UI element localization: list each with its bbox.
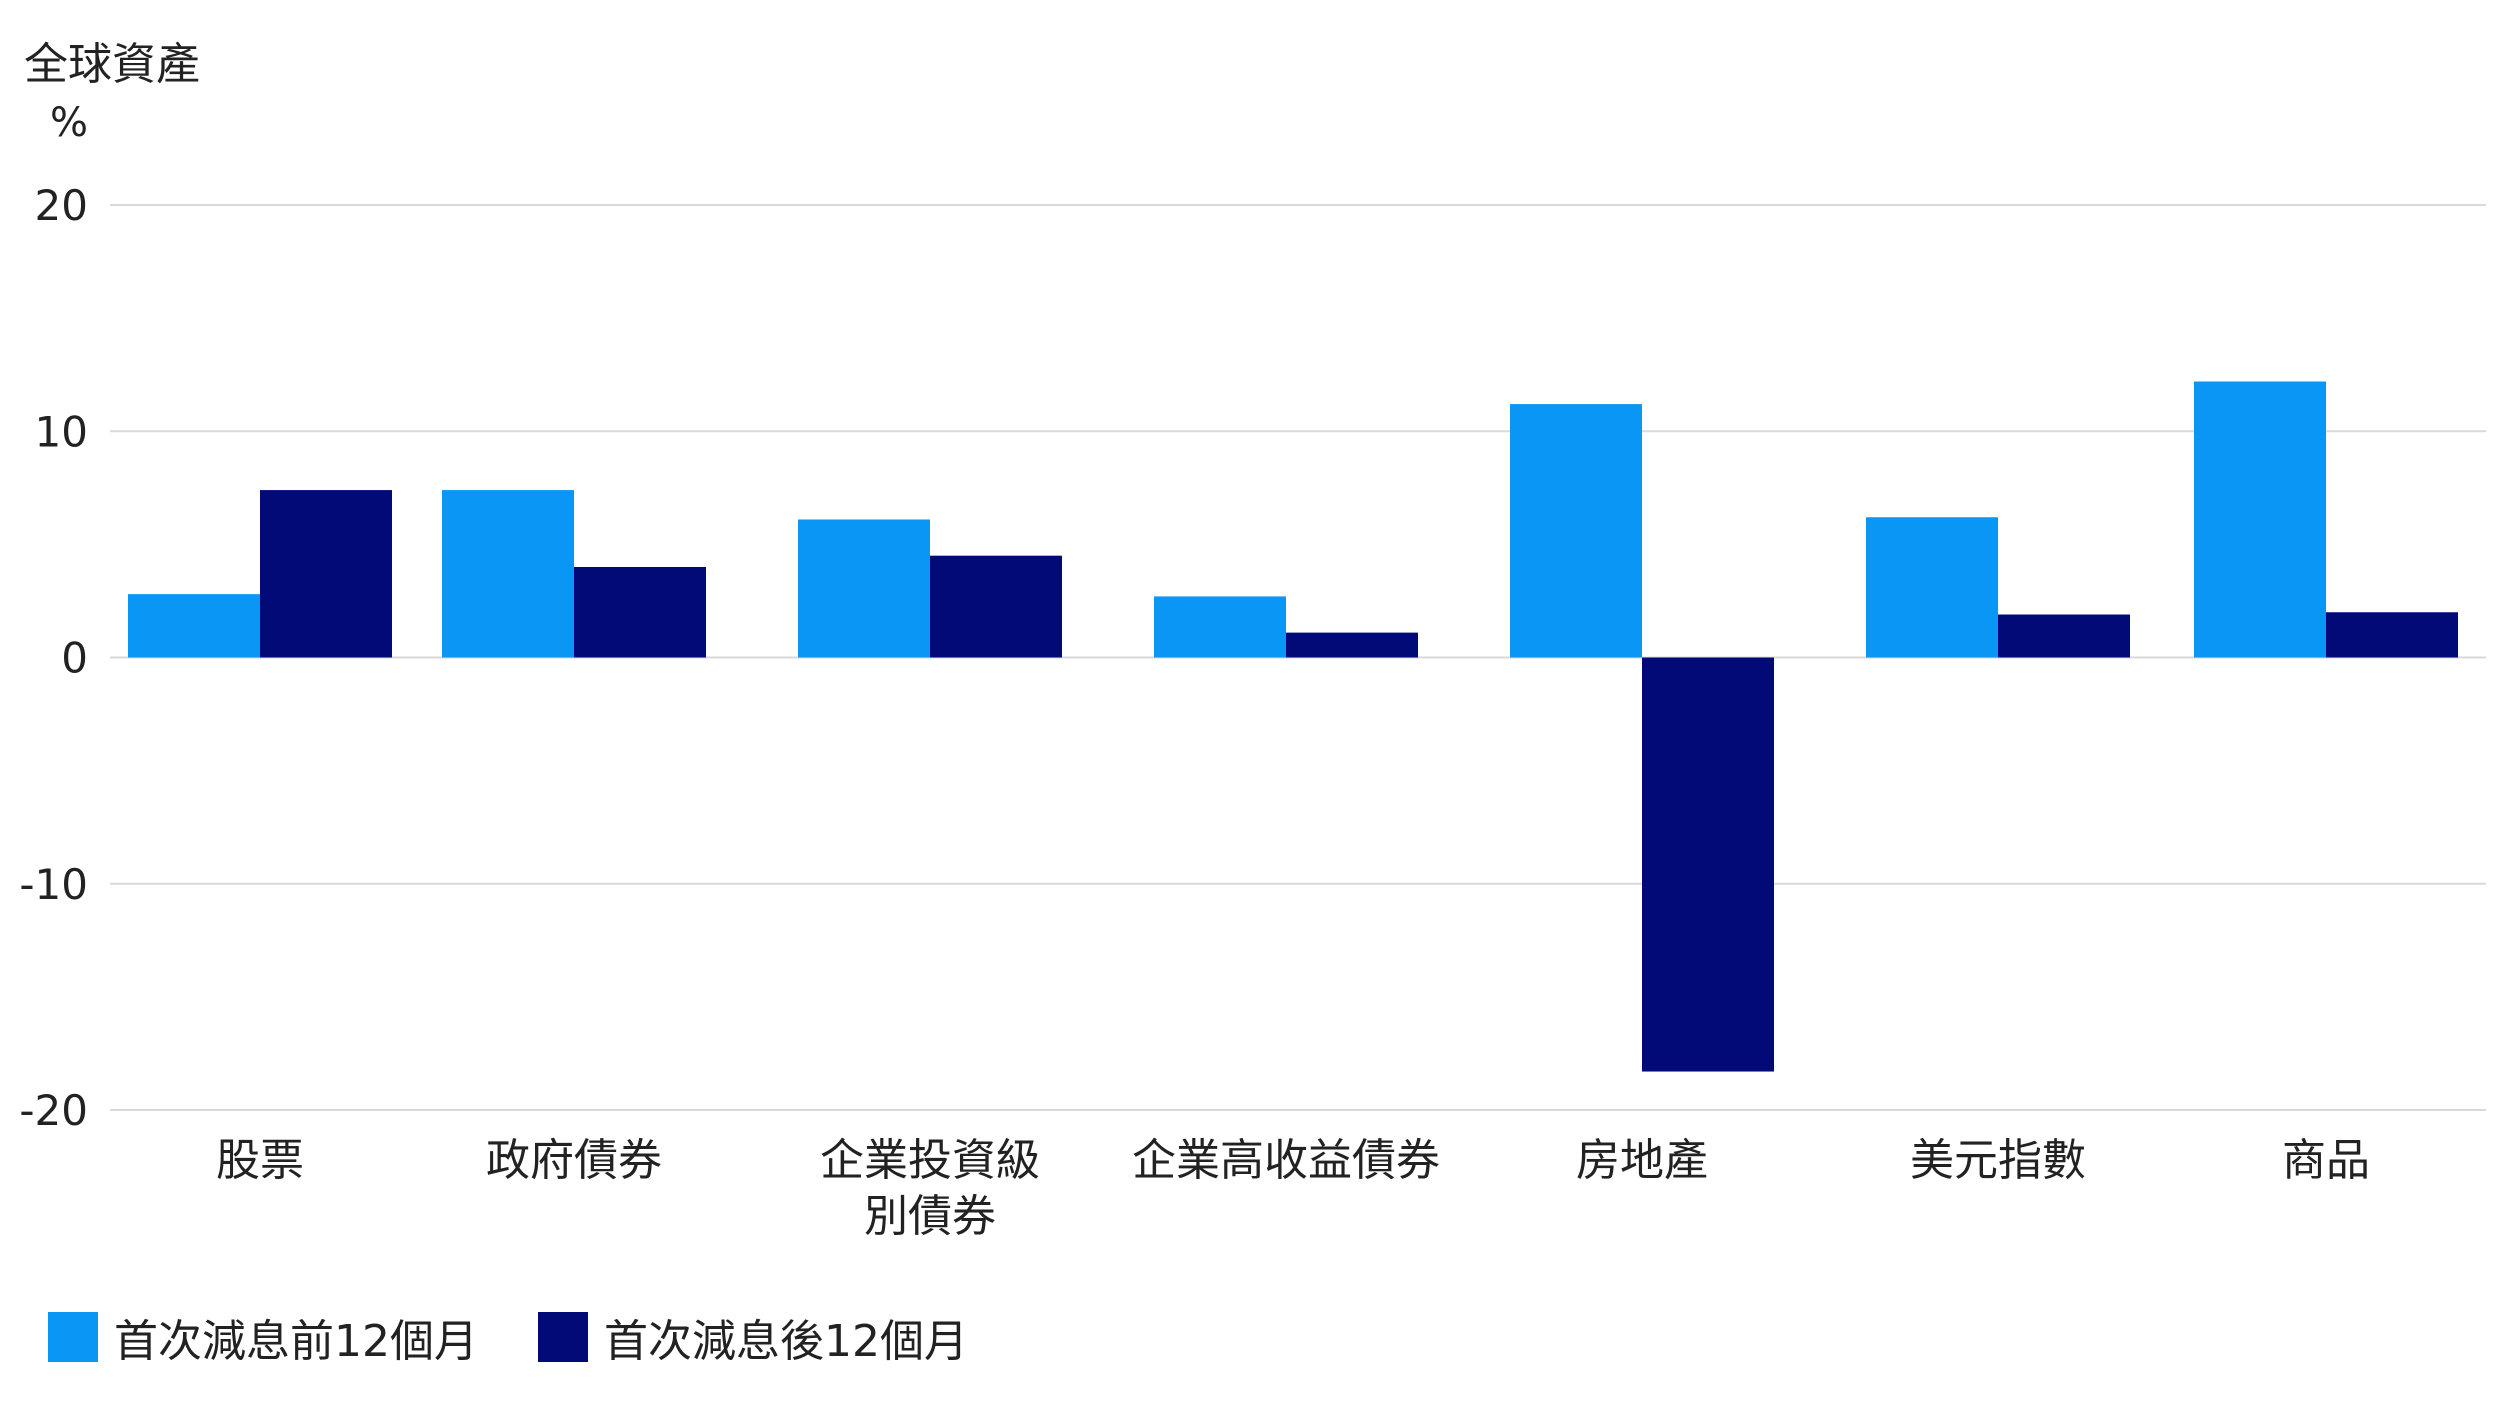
bar-after-0	[260, 490, 392, 658]
legend-swatch-before	[48, 1312, 98, 1362]
legend-item-after: 首次減息後12個月	[538, 1305, 968, 1369]
legend-swatch-after	[538, 1312, 588, 1362]
bars	[128, 381, 2458, 1072]
legend-label-before: 首次減息前12個月	[114, 1316, 478, 1367]
bar-after-4	[1642, 657, 1774, 1072]
x-category-label: 企業高收益債券	[1132, 1135, 1440, 1186]
y-tick-labels: 20 10 0 -10 -20	[19, 181, 88, 1135]
y-tick-label: -20	[19, 1086, 88, 1135]
y-tick-label: -10	[19, 860, 88, 909]
bar-before-2	[798, 519, 930, 658]
y-tick-label: 0	[61, 634, 88, 683]
bar-after-3	[1286, 632, 1418, 658]
x-category-label: 美元指數	[1910, 1135, 2086, 1186]
x-category-labels: 股票 政府債券 企業投資級別債券 企業高收益債券 房地產 美元指數 商品	[216, 1135, 2370, 1242]
bar-before-3	[1154, 596, 1286, 658]
bar-after-1	[574, 567, 706, 658]
bar-after-2	[930, 555, 1062, 658]
bar-before-5	[1866, 517, 1998, 658]
bar-before-0	[128, 594, 260, 658]
x-category-label: 企業投資級別債券	[820, 1135, 1040, 1242]
chart-title: 全球資產	[24, 39, 200, 90]
bar-before-1	[442, 490, 574, 658]
bar-before-6	[2194, 381, 2326, 658]
bar-after-5	[1998, 614, 2130, 658]
legend-label-after: 首次減息後12個月	[604, 1316, 968, 1367]
x-category-label: 股票	[216, 1135, 304, 1186]
legend: 首次減息前12個月 首次減息後12個月	[48, 1305, 1028, 1369]
x-category-label: 政府債券	[486, 1135, 662, 1186]
y-tick-label: 20	[35, 181, 88, 230]
x-category-label: 房地產	[1576, 1135, 1708, 1186]
legend-item-before: 首次減息前12個月	[48, 1305, 478, 1369]
bar-before-4	[1510, 404, 1642, 658]
bar-after-6	[2326, 612, 2458, 658]
y-axis-unit: %	[50, 100, 89, 146]
y-tick-label: 10	[35, 407, 88, 456]
x-category-label: 商品	[2282, 1135, 2370, 1186]
